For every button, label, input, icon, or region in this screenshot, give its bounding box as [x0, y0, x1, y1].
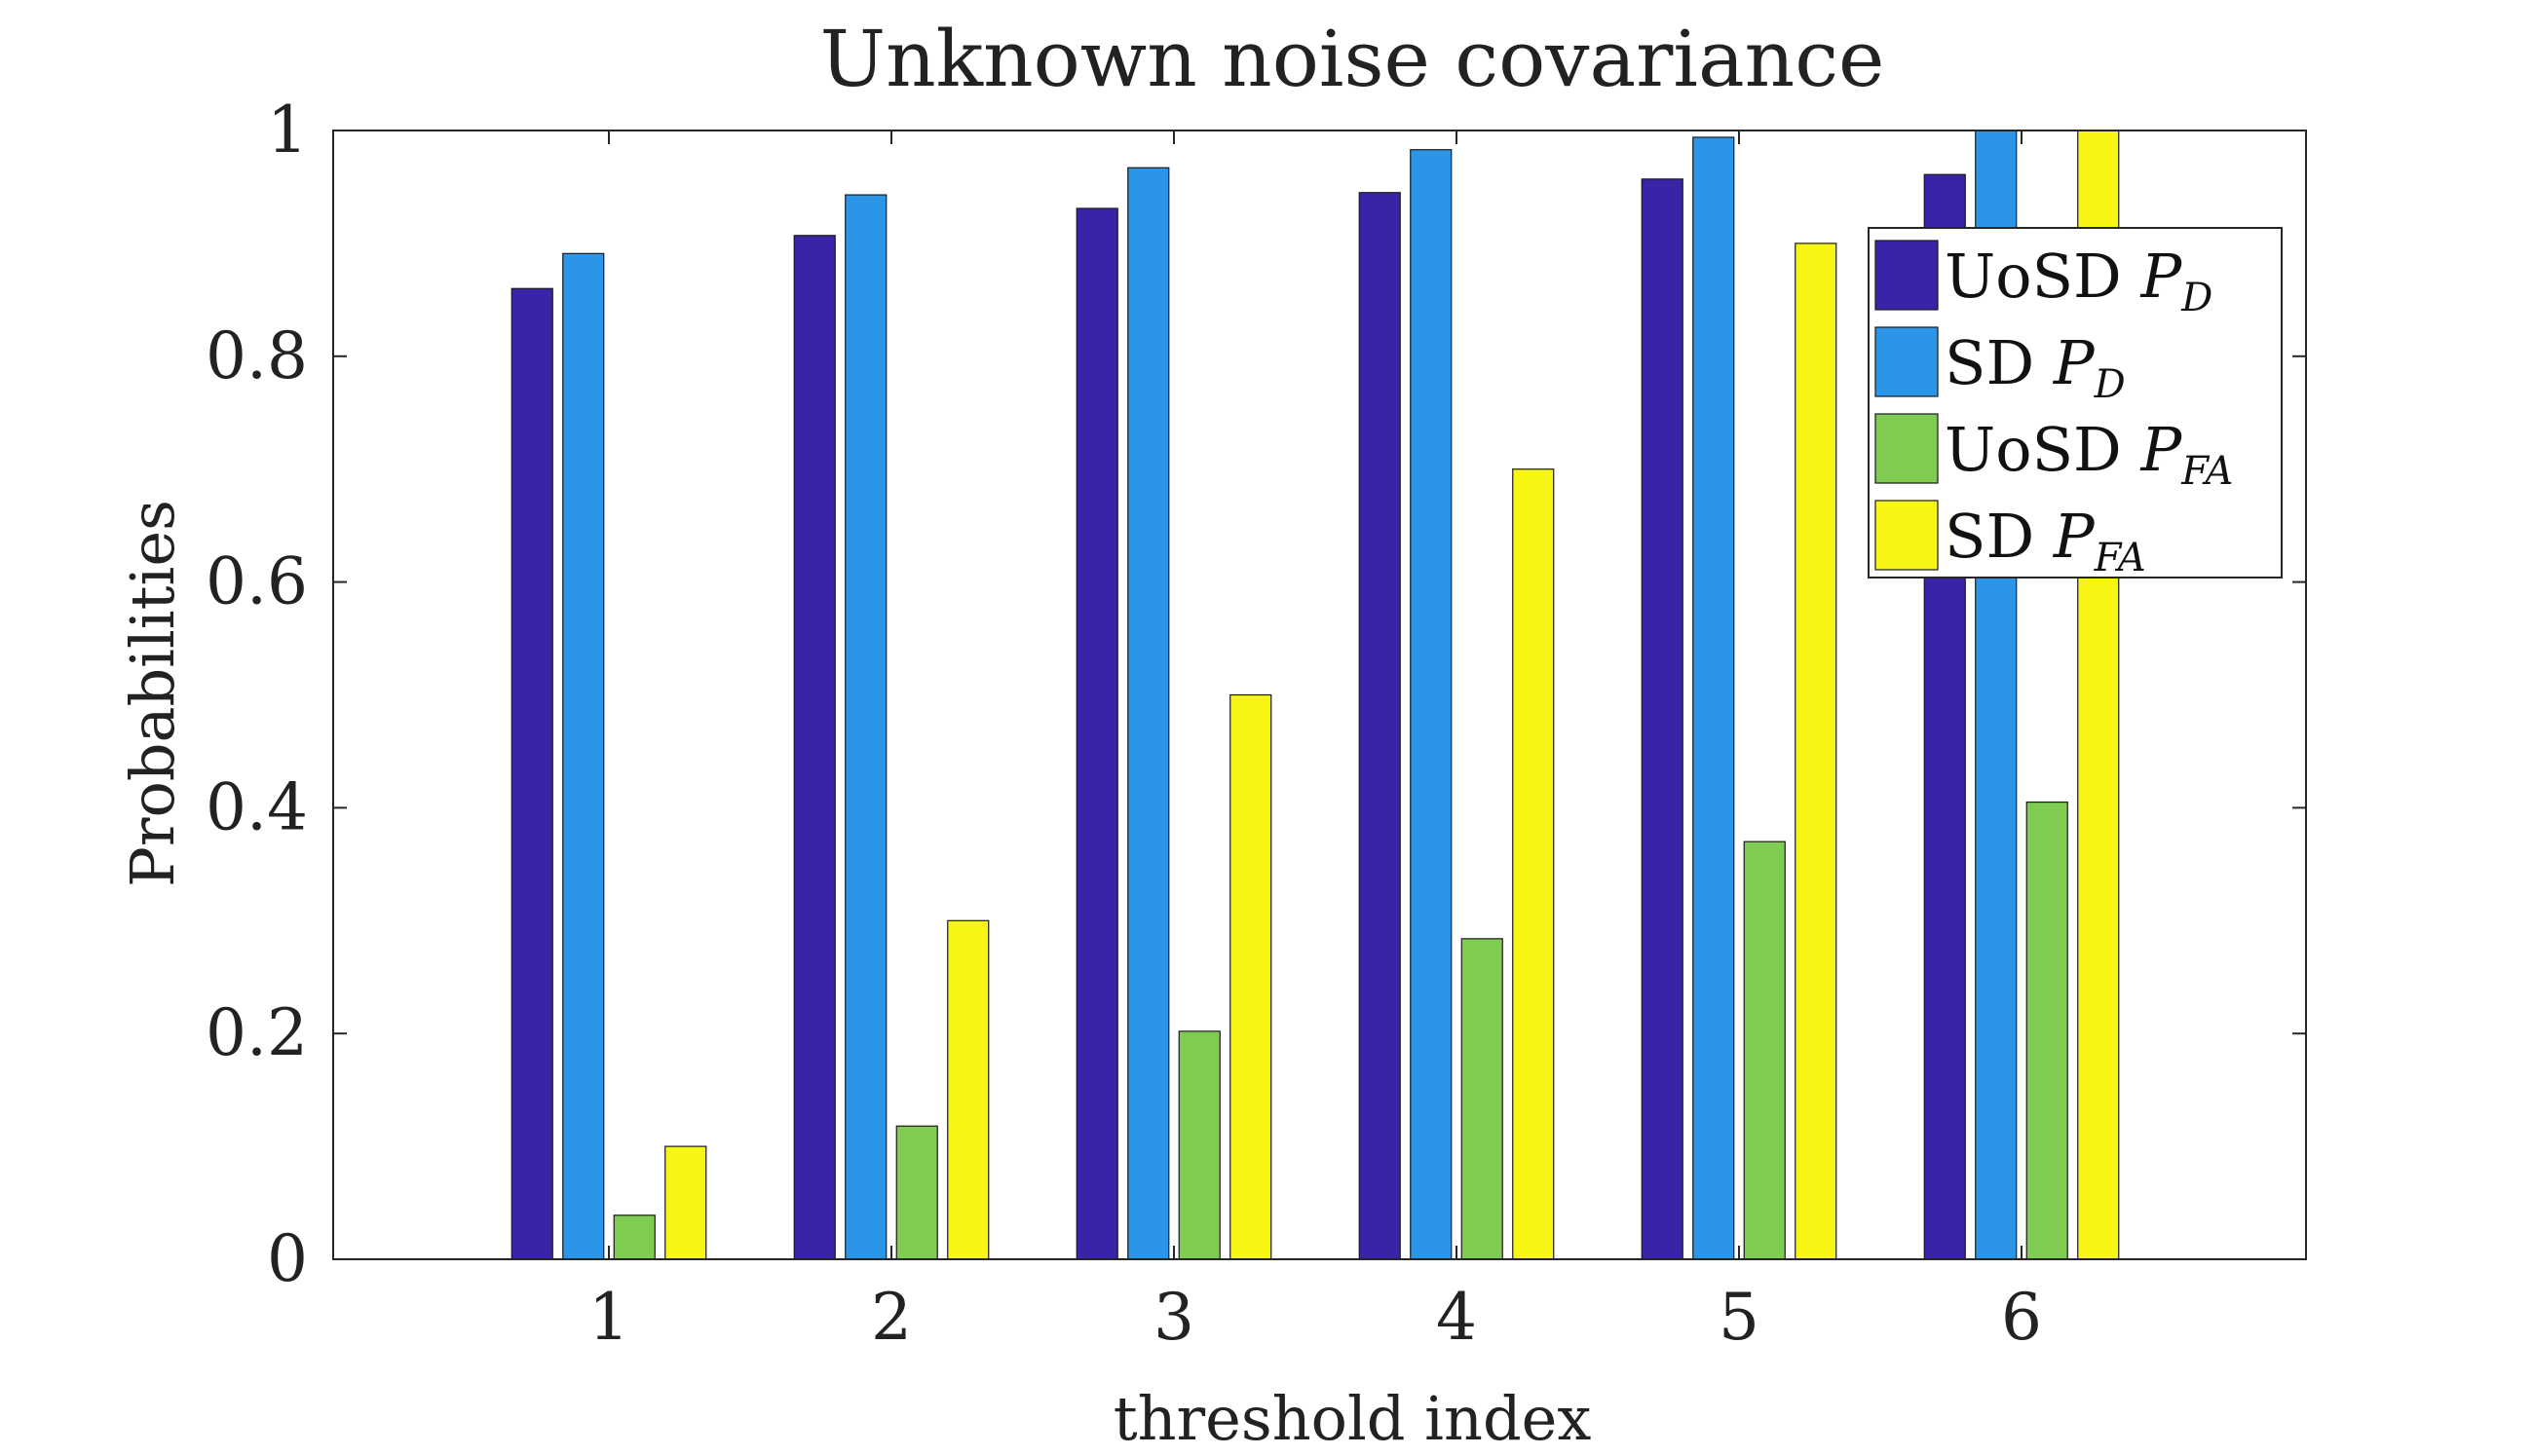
legend-entry: UoSD PD	[1945, 241, 2212, 320]
bar	[1692, 136, 1735, 1260]
bar	[2025, 802, 2068, 1260]
bar	[1229, 693, 1272, 1260]
legend-swatch	[1874, 500, 1939, 571]
bar	[510, 287, 553, 1260]
y-tick-label: 0.6	[206, 544, 308, 619]
x-tick-label: 3	[1153, 1280, 1194, 1355]
bar	[895, 1125, 938, 1260]
legend-swatch	[1874, 240, 1939, 311]
bar	[845, 194, 888, 1260]
y-tick-label: 0	[267, 1221, 308, 1296]
chart-title: Unknown noise covariance	[820, 14, 1885, 104]
bar	[664, 1145, 707, 1260]
y-tick-label: 1	[267, 93, 308, 168]
legend-entry: SD PFA	[1945, 501, 2146, 580]
y-tick-label: 0.4	[206, 769, 308, 844]
y-tick-label: 0.8	[206, 318, 308, 393]
bar	[793, 235, 836, 1260]
bar	[1178, 1030, 1221, 1260]
bar	[1641, 178, 1683, 1260]
bar	[1127, 167, 1170, 1260]
bar	[1358, 192, 1401, 1260]
bar	[947, 919, 990, 1260]
y-tick-label: 0.2	[206, 995, 308, 1070]
bar	[613, 1214, 656, 1260]
plot-frame	[332, 130, 2307, 1260]
bar	[1743, 840, 1786, 1260]
bar	[1460, 938, 1503, 1260]
bar	[1512, 468, 1555, 1260]
x-tick-label: 4	[1436, 1280, 1477, 1355]
y-axis-label: Probabilities	[117, 500, 188, 887]
x-tick-label: 1	[588, 1280, 629, 1355]
legend-swatch	[1874, 413, 1939, 484]
x-tick-label: 2	[871, 1280, 912, 1355]
bar	[562, 252, 605, 1260]
bar	[1076, 207, 1118, 1260]
bar	[1795, 243, 1837, 1260]
bar	[1410, 149, 1453, 1260]
legend-swatch	[1874, 326, 1939, 397]
x-tick-label: 5	[1719, 1280, 1759, 1355]
x-tick-label: 6	[2001, 1280, 2042, 1355]
x-axis-label: threshold index	[1114, 1383, 1592, 1454]
